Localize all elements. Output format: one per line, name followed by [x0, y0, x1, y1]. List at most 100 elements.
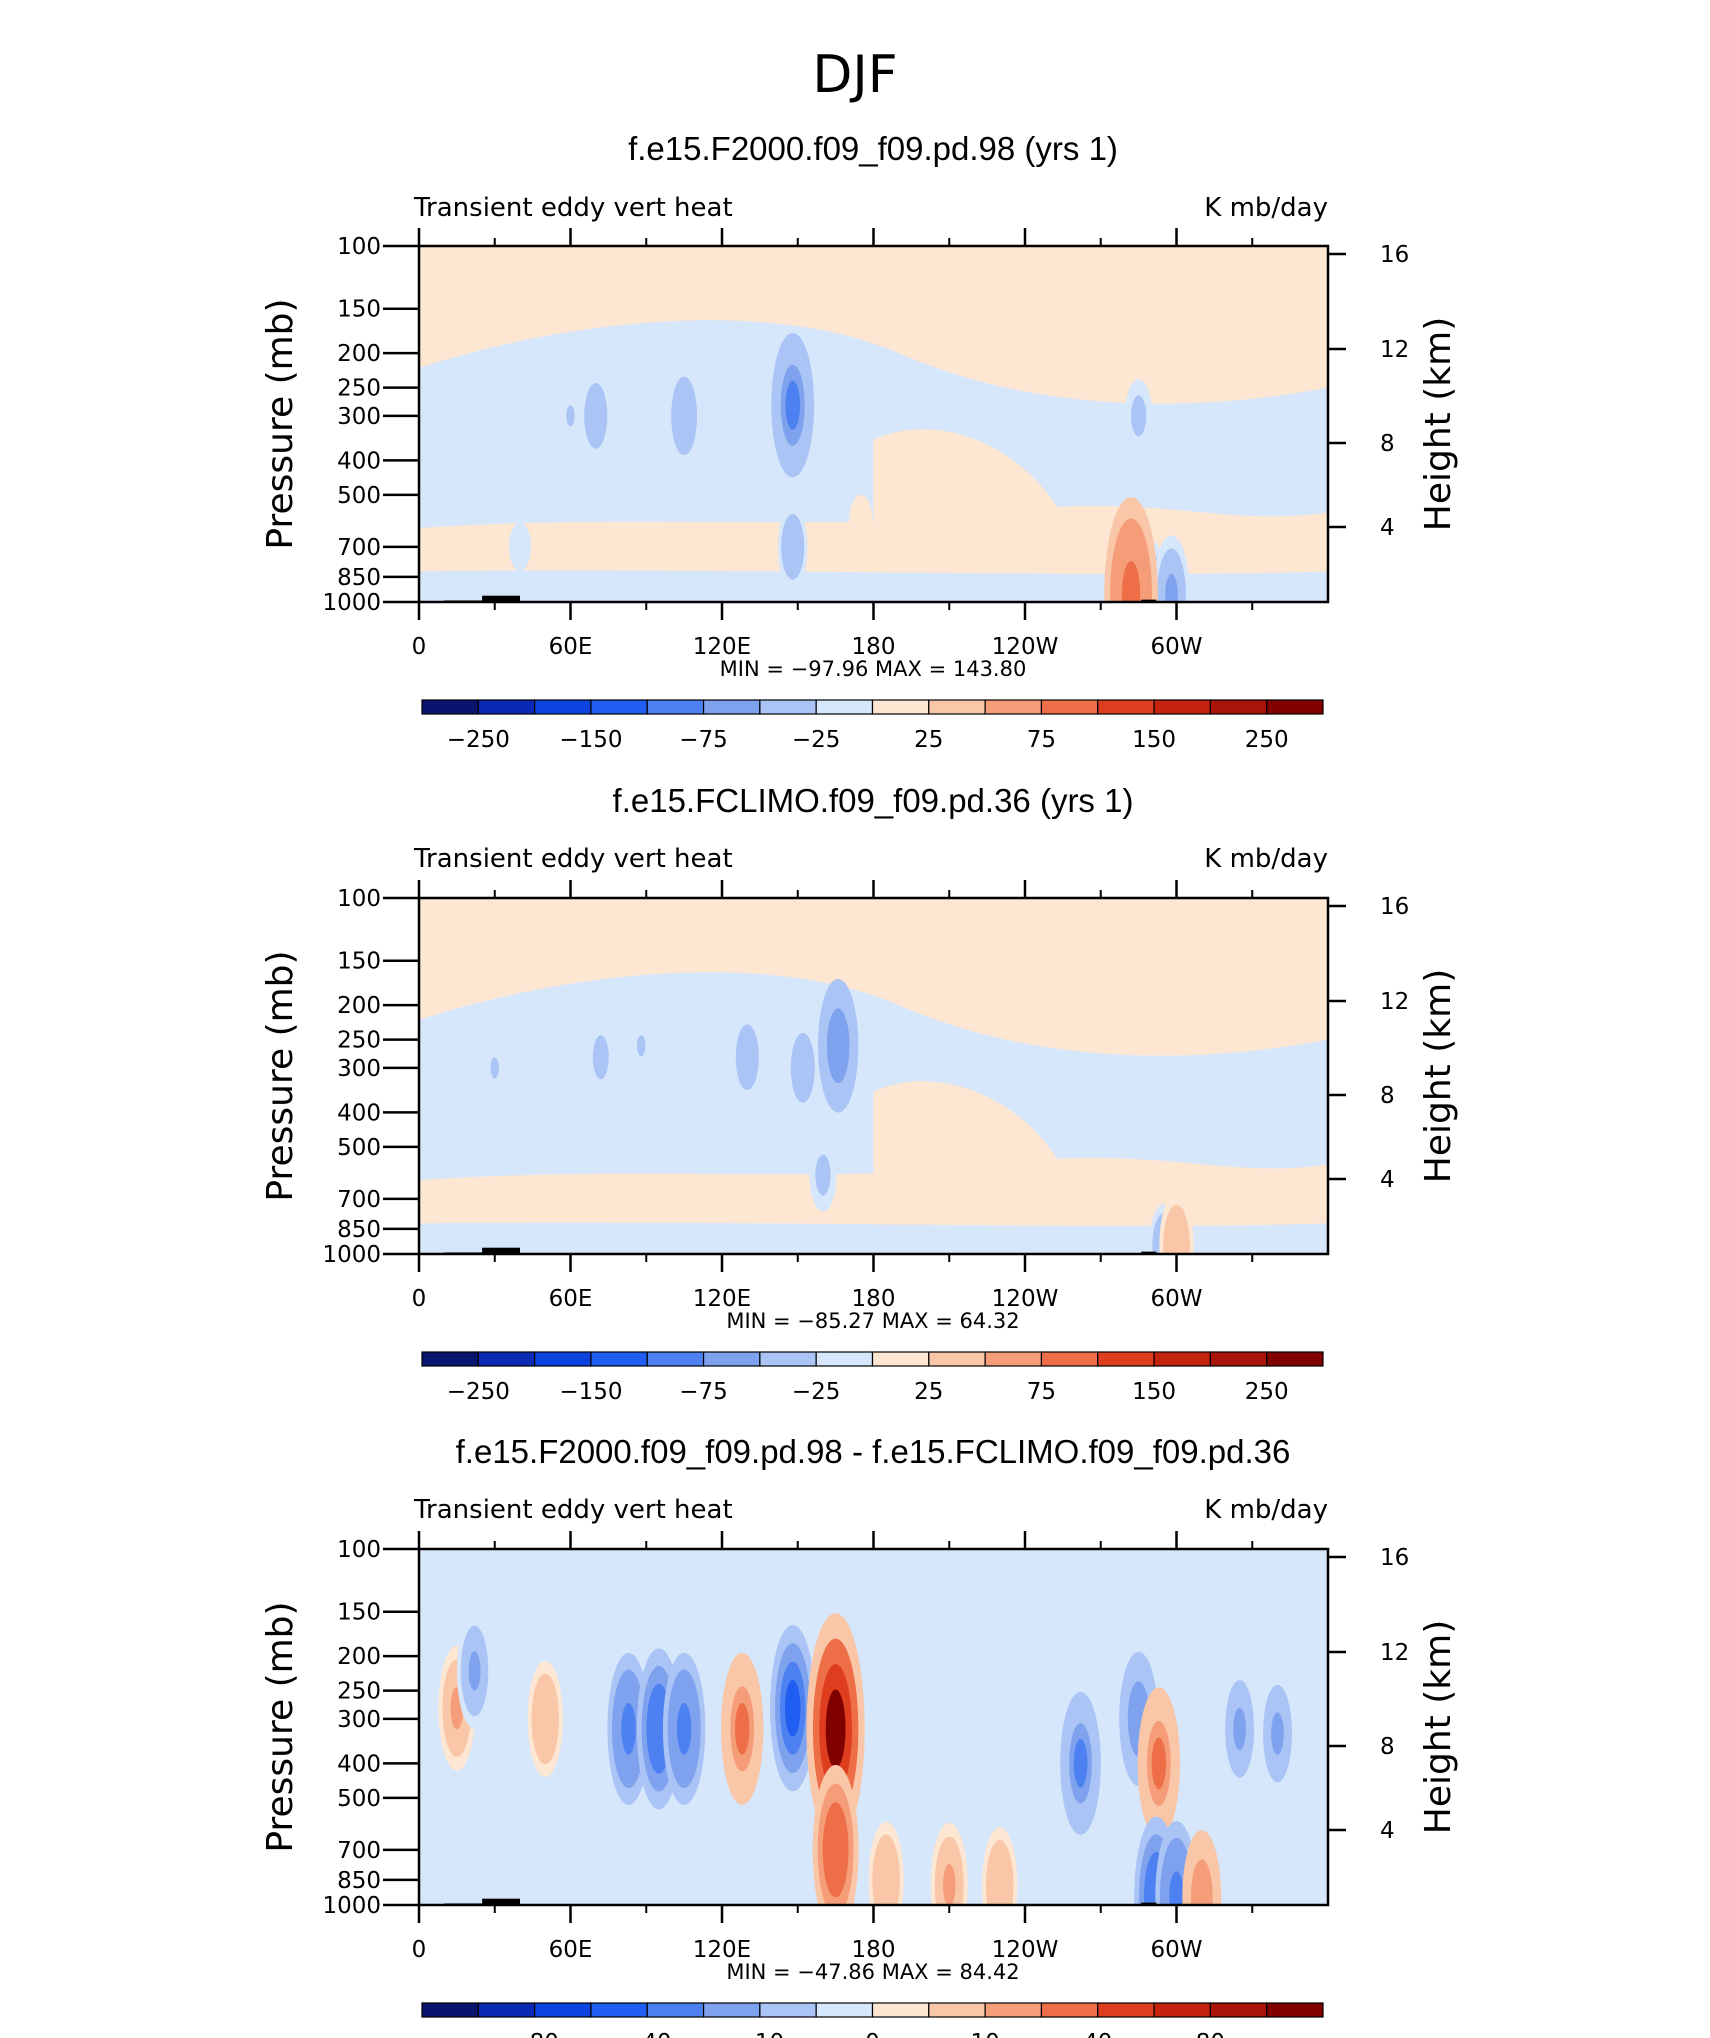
panel-title: f.e15.F2000.f09_f09.pd.98 (yrs 1): [628, 130, 1118, 167]
contour-blob: [880, 1860, 893, 1900]
contour-blob: [831, 1023, 846, 1069]
y2-axis-title: Height (km): [1418, 1620, 1459, 1834]
x-tick-label: 60E: [549, 1286, 593, 1312]
colorbar-label: 150: [1132, 1379, 1176, 1405]
contour-blob: [818, 1162, 828, 1188]
topography: [482, 1898, 520, 1905]
colorbar-cell: [702, 699, 761, 715]
colorbar: −250 −150 −75 −25 25 75 150 250: [421, 699, 1324, 753]
contour-blob: [566, 405, 575, 427]
y-tick-label: 1000: [322, 1893, 381, 1919]
colorbar-cell: [815, 699, 874, 715]
y-axis-title: Pressure (mb): [260, 1601, 301, 1852]
colorbar-cell: [590, 2002, 648, 2018]
x-tick-label: 120E: [693, 1937, 751, 1963]
contour-blob: [797, 1052, 809, 1084]
colorbar-cell: [871, 1351, 930, 1367]
contour-blob: [539, 1699, 552, 1739]
y2-tick-label: 4: [1380, 1818, 1395, 1844]
colorbar-cell: [646, 1351, 705, 1367]
y-tick-label: 700: [337, 1838, 381, 1864]
contour-blob: [787, 532, 798, 562]
colorbar-cell: [702, 1351, 761, 1367]
contour-blob: [595, 1043, 606, 1071]
y-tick-label: 700: [337, 1187, 381, 1213]
contour-blob: [993, 1865, 1006, 1905]
x-tick-label: 180: [852, 634, 896, 660]
y-tick-label: 250: [337, 376, 381, 402]
contour-blob: [1170, 1228, 1183, 1254]
x-tick-label: 60W: [1150, 1286, 1202, 1312]
colorbar-cell: [421, 1351, 479, 1367]
variable-label: Transient eddy vert heat: [413, 193, 733, 223]
colorbar-cell: [1097, 2002, 1155, 2018]
y2-tick-label: 4: [1380, 1167, 1395, 1193]
colorbar-cell: [646, 2002, 705, 2018]
x-tick-label: 120E: [693, 634, 751, 660]
y-tick-label: 400: [337, 1100, 381, 1126]
panel-2: f.e15.FCLIMO.f09_f09.pd.36 (yrs 1) Transi…: [260, 782, 1459, 1405]
contour-blob: [942, 1863, 956, 1905]
x-tick-label: 0: [412, 634, 427, 660]
panel-title: f.e15.F2000.f09_f09.pd.98 - f.e15.FCLIMO…: [456, 1433, 1291, 1470]
colorbar-cell: [1097, 699, 1155, 715]
y-tick-label: 1000: [322, 590, 381, 616]
colorbar-cell: [534, 1351, 592, 1367]
y-tick-label: 500: [337, 483, 381, 509]
colorbar-cell: [534, 699, 592, 715]
colorbar-cell: [1266, 699, 1324, 715]
y-tick-label: 150: [337, 297, 381, 323]
y-tick-label: 200: [337, 993, 381, 1019]
contour-blob: [636, 1035, 646, 1057]
contour-blob: [785, 1679, 801, 1737]
colorbar-label: 80: [1196, 2030, 1225, 2038]
colorbar-label: −75: [679, 1379, 728, 1405]
y2-tick-label: 12: [1380, 337, 1409, 363]
y-axis-title: Pressure (mb): [260, 298, 301, 549]
colorbar-cell: [590, 699, 648, 715]
panel-title: f.e15.FCLIMO.f09_f09.pd.36 (yrs 1): [613, 782, 1134, 819]
x-tick-label: 120W: [992, 1937, 1059, 1963]
y-tick-label: 850: [337, 565, 381, 591]
units-label: K mb/day: [1204, 193, 1328, 223]
colorbar-cell: [984, 2002, 1043, 2018]
colorbar-cell: [815, 2002, 874, 2018]
colorbar-label: 75: [1027, 1379, 1056, 1405]
colorbar-cell: [421, 2002, 479, 2018]
x-tick-label: 120E: [693, 1286, 751, 1312]
colorbar-label: 250: [1245, 727, 1289, 753]
contour-blob: [1134, 403, 1144, 429]
y2-axis-title: Height (km): [1418, 969, 1459, 1183]
colorbar-cell: [759, 2002, 817, 2018]
colorbar-label: 150: [1132, 727, 1176, 753]
x-tick-label: 60E: [549, 1937, 593, 1963]
colorbar-cell: [928, 1351, 986, 1367]
x-tick-label: 120W: [992, 634, 1059, 660]
contour-blob: [651, 1701, 667, 1757]
colorbar-cell: [984, 699, 1043, 715]
min-max-stats: MIN = −47.86 MAX = 84.42: [726, 1960, 1019, 1984]
variable-label: Transient eddy vert heat: [413, 1495, 733, 1525]
y-tick-label: 150: [337, 1600, 381, 1626]
colorbar-cell: [871, 2002, 930, 2018]
x-tick-label: 60W: [1150, 634, 1202, 660]
contour-blob: [1195, 1874, 1209, 1905]
colorbar-label: 25: [914, 727, 943, 753]
colorbar-cell: [871, 699, 930, 715]
contour-blob: [1271, 1712, 1284, 1755]
y2-tick-label: 16: [1380, 1545, 1409, 1571]
contour-blob: [1073, 1739, 1088, 1788]
colorbar-cell: [421, 699, 479, 715]
y-tick-label: 300: [337, 1056, 381, 1082]
y2-tick-label: 16: [1380, 894, 1409, 920]
variable-label: Transient eddy vert heat: [413, 844, 733, 874]
y-tick-label: 150: [337, 949, 381, 975]
colorbar: −80 −40 −10 0 10 40 80: [421, 2002, 1324, 2038]
contour-blob: [827, 1820, 844, 1879]
colorbar-label: 10: [970, 2030, 999, 2038]
contour-blob: [678, 398, 690, 433]
colorbar-cell: [984, 1351, 1043, 1367]
units-label: K mb/day: [1204, 1495, 1328, 1525]
contour-blob: [621, 1702, 636, 1755]
y-tick-label: 100: [337, 234, 381, 260]
